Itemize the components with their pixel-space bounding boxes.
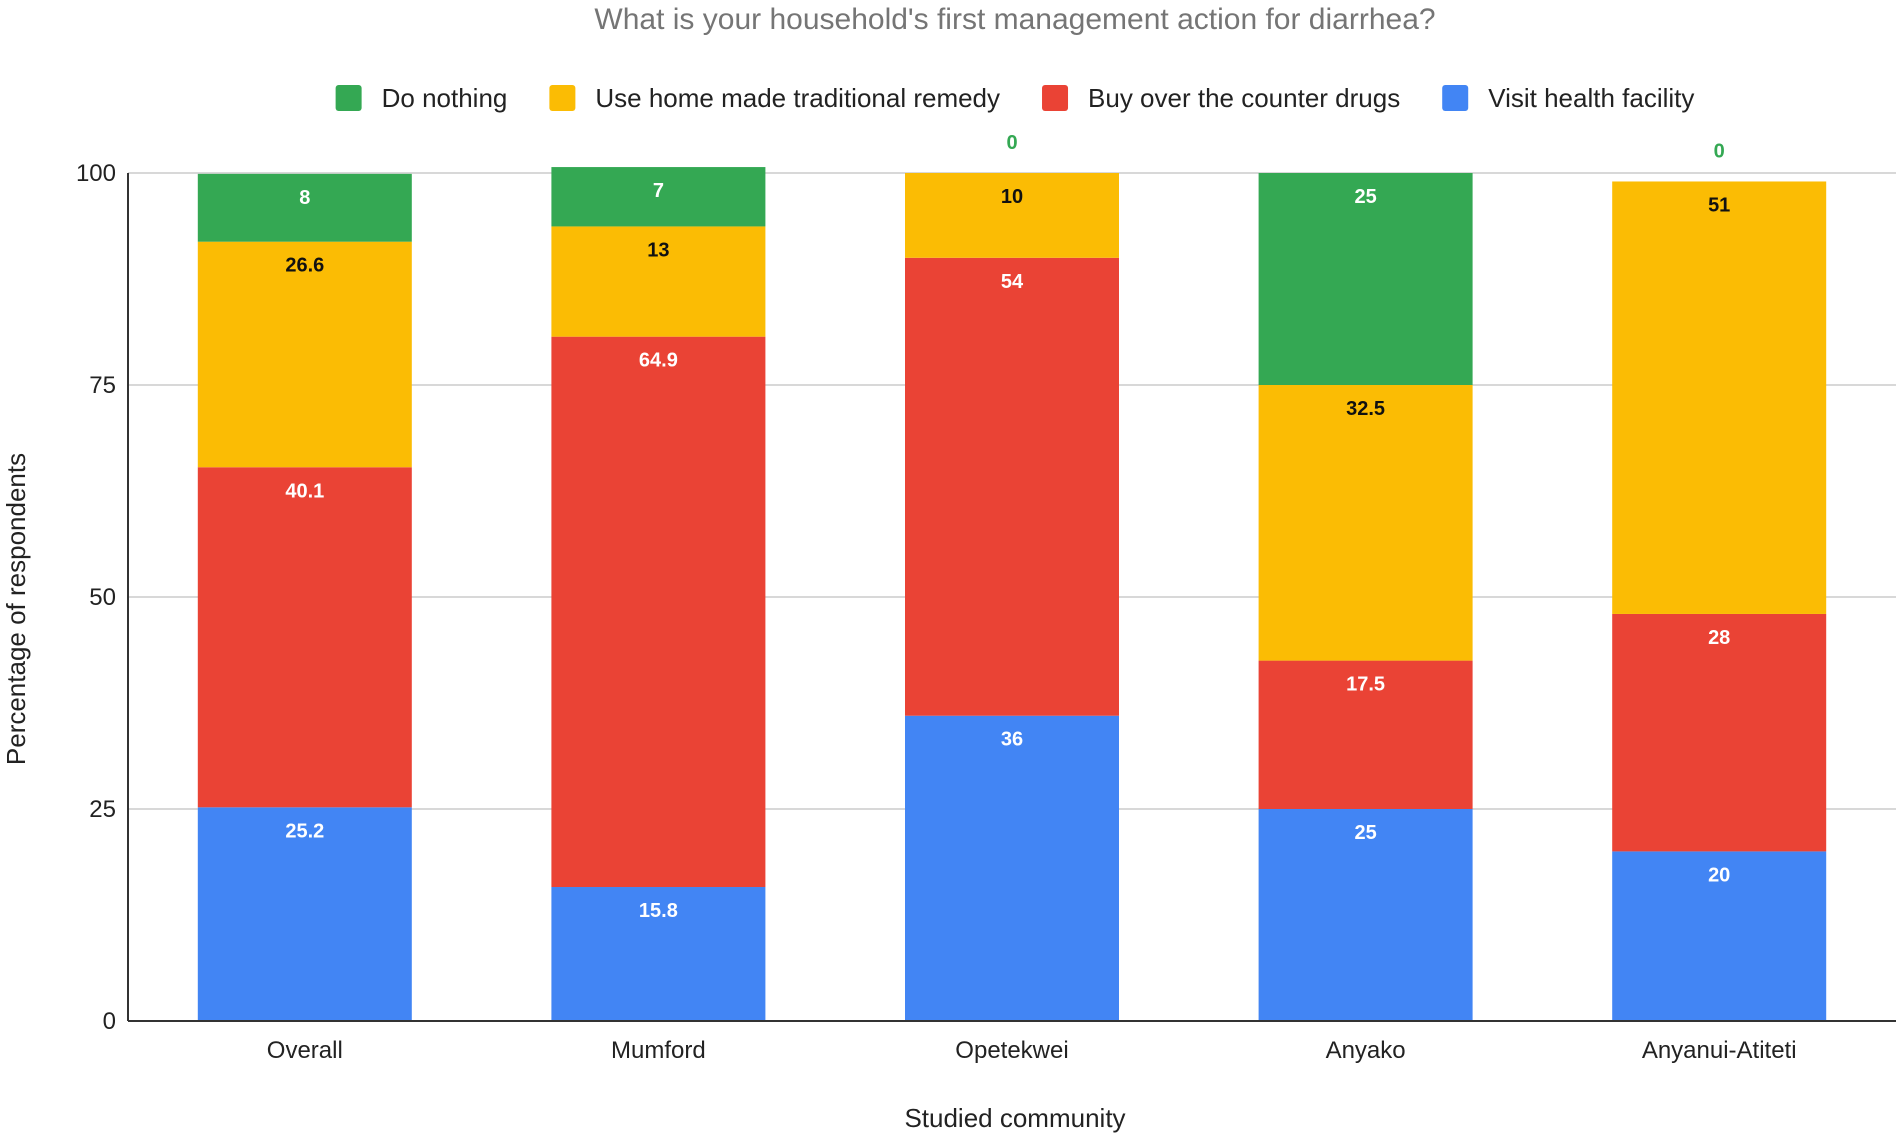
data-label-mumford-visit-health-facility: 15.8 <box>639 900 678 922</box>
chart-title: What is your household's first managemen… <box>594 3 1435 36</box>
data-label-opetekwei-do-nothing: 0 <box>1006 132 1017 154</box>
bar-overall-use-home-made-traditional-remedy <box>197 241 412 468</box>
data-label-anyanui-atiteti-do-nothing: 0 <box>1714 140 1725 162</box>
legend-item-do-nothing: Do nothing <box>335 83 508 113</box>
y-tick-label-0: 0 <box>103 1008 116 1035</box>
x-tick-label-anyako: Anyako <box>1326 1037 1406 1064</box>
legend-label-buy-over-the-counter-drugs: Buy over the counter drugs <box>1088 83 1400 113</box>
legend-item-use-home-made-traditional-remedy: Use home made traditional remedy <box>549 83 1000 113</box>
legend-label-use-home-made-traditional-remedy: Use home made traditional remedy <box>595 83 1000 113</box>
legend-label-visit-health-facility: Visit health facility <box>1488 83 1694 113</box>
bar-opetekwei-use-home-made-traditional-remedy <box>905 173 1119 258</box>
data-label-opetekwei-use-home-made-traditional-remedy: 10 <box>1001 186 1023 208</box>
y-tick-label-25: 25 <box>89 796 116 823</box>
bar-anyako-visit-health-facility <box>1258 809 1473 1021</box>
bar-anyanui-atiteti-use-home-made-traditional-remedy <box>1612 181 1827 614</box>
bar-anyako-buy-over-the-counter-drugs <box>1258 660 1473 809</box>
bars <box>197 167 1827 1021</box>
data-label-overall-buy-over-the-counter-drugs: 40.1 <box>285 480 324 502</box>
legend-swatch-do-nothing <box>335 85 362 111</box>
bar-anyako-use-home-made-traditional-remedy <box>1258 385 1473 661</box>
bar-opetekwei-visit-health-facility <box>905 715 1119 1021</box>
y-tick-label-75: 75 <box>89 372 116 399</box>
data-label-anyanui-atiteti-visit-health-facility: 20 <box>1708 864 1730 886</box>
legend-swatch-buy-over-the-counter-drugs <box>1042 85 1069 111</box>
axes: 0 25 50 75 100 Overall Mumford Opetekwei Anyako A… <box>76 160 1896 1064</box>
x-tick-label-mumford: Mumford <box>611 1037 706 1064</box>
data-label-overall-visit-health-facility: 25.2 <box>285 820 324 842</box>
bar-mumford-do-nothing <box>551 167 766 227</box>
bar-mumford-use-home-made-traditional-remedy <box>551 226 766 337</box>
y-tick-label-50: 50 <box>89 584 116 611</box>
x-tick-label-opetekwei: Opetekwei <box>955 1037 1068 1064</box>
legend-swatch-use-home-made-traditional-remedy <box>549 85 576 111</box>
bar-mumford-buy-over-the-counter-drugs <box>551 336 766 888</box>
data-label-mumford-use-home-made-traditional-remedy: 13 <box>647 239 669 261</box>
x-tick-label-anyanui-atiteti: Anyanui-Atiteti <box>1642 1037 1797 1064</box>
y-axis-title: Percentage of respondents <box>1 453 31 765</box>
bar-overall-do-nothing <box>197 173 412 242</box>
data-label-anyako-use-home-made-traditional-remedy: 32.5 <box>1346 398 1385 420</box>
data-label-anyako-visit-health-facility: 25 <box>1354 822 1376 844</box>
bar-mumford-visit-health-facility <box>551 887 766 1021</box>
bar-opetekwei-buy-over-the-counter-drugs <box>905 257 1119 716</box>
data-label-anyanui-atiteti-buy-over-the-counter-drugs: 28 <box>1708 627 1730 649</box>
data-label-opetekwei-buy-over-the-counter-drugs: 54 <box>1001 271 1024 293</box>
x-tick-label-overall: Overall <box>267 1037 343 1064</box>
legend-item-buy-over-the-counter-drugs: Buy over the counter drugs <box>1042 83 1400 113</box>
legend: Do nothing Use home made traditional reme… <box>335 83 1694 113</box>
data-label-anyako-do-nothing: 25 <box>1354 186 1376 208</box>
data-label-anyako-buy-over-the-counter-drugs: 17.5 <box>1346 674 1385 696</box>
y-tick-label-100: 100 <box>76 160 116 187</box>
data-label-opetekwei-visit-health-facility: 36 <box>1001 729 1023 751</box>
data-label-mumford-do-nothing: 7 <box>653 180 664 202</box>
legend-item-visit-health-facility: Visit health facility <box>1442 83 1694 113</box>
x-axis-title: Studied community <box>904 1103 1125 1133</box>
bar-overall-visit-health-facility <box>197 807 412 1021</box>
data-label-overall-do-nothing: 8 <box>299 187 310 209</box>
bar-anyako-do-nothing <box>1258 173 1473 385</box>
legend-label-do-nothing: Do nothing <box>382 83 508 113</box>
bar-overall-buy-over-the-counter-drugs <box>197 467 412 808</box>
data-label-overall-use-home-made-traditional-remedy: 26.6 <box>285 255 324 277</box>
bar-anyanui-atiteti-visit-health-facility <box>1612 851 1827 1021</box>
bar-anyanui-atiteti-buy-over-the-counter-drugs <box>1612 613 1827 852</box>
data-labels: 25.2 40.1 26.6 8 15.8 64.9 13 7 36 54 10 0 25 17.5 32.… <box>285 132 1730 922</box>
data-label-anyanui-atiteti-use-home-made-traditional-remedy: 51 <box>1708 194 1730 216</box>
legend-swatch-visit-health-facility <box>1442 85 1469 111</box>
data-label-mumford-buy-over-the-counter-drugs: 64.9 <box>639 350 678 372</box>
